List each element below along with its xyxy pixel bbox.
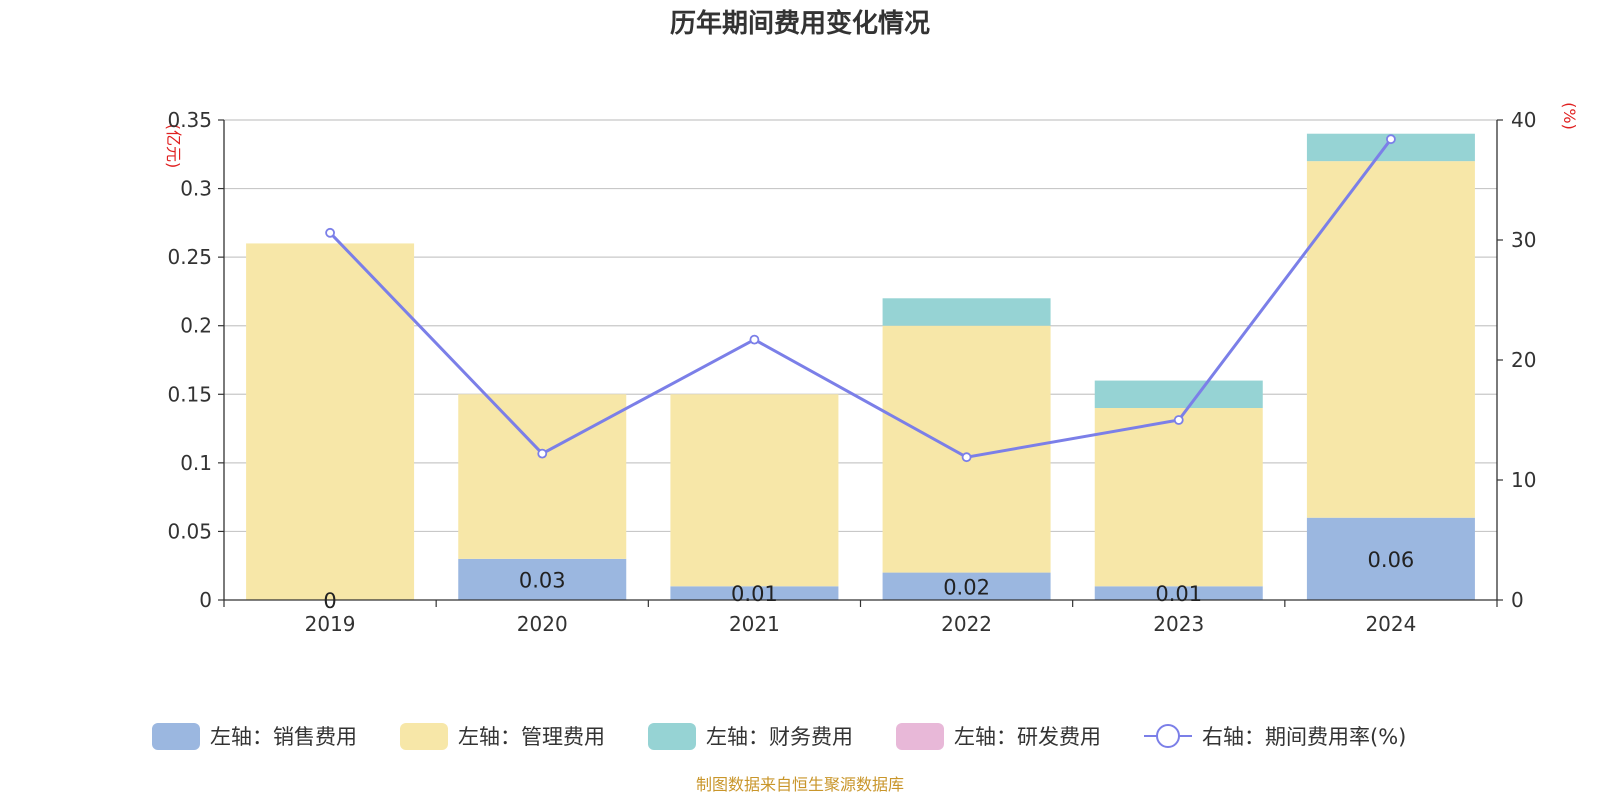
legend-item[interactable]: 右轴：期间费用率(%) (1144, 724, 1406, 749)
bar-segment[interactable] (1094, 380, 1263, 408)
data-source-note: 制图数据来自恒生聚源数据库 (696, 775, 904, 794)
right-tick-label: 30 (1511, 228, 1536, 252)
x-tick-label: 2020 (517, 612, 568, 636)
bar-data-label: 0.01 (731, 582, 778, 606)
legend-swatch (400, 723, 448, 750)
legend-swatch (648, 723, 696, 750)
right-tick-label: 20 (1511, 348, 1536, 372)
left-tick-label: 0.2 (180, 314, 212, 338)
left-tick-label: 0.3 (180, 177, 212, 201)
bar-data-label: 0 (323, 589, 336, 613)
bar-segment[interactable] (1094, 408, 1263, 587)
bar-data-label: 0.03 (519, 568, 566, 592)
bar-segment[interactable] (458, 558, 627, 600)
legend-label: 左轴：研发费用 (954, 725, 1101, 749)
line-point[interactable] (1173, 415, 1184, 425)
legend-swatch (896, 723, 944, 750)
left-tick-label: 0 (199, 588, 212, 612)
bar-data-label: 0.06 (1368, 548, 1415, 572)
expense-rate-line (329, 138, 1393, 459)
chart-title: 历年期间费用变化情况 (670, 8, 930, 39)
legend-item[interactable]: 左轴：销售费用 (152, 723, 357, 750)
legend-label: 左轴：管理费用 (458, 725, 605, 749)
left-tick-label: 0.35 (167, 108, 212, 132)
left-tick-label: 0.1 (180, 451, 212, 475)
x-tick-label: 2019 (305, 612, 356, 636)
legend-marker (1156, 724, 1180, 748)
left-tick-label: 0.05 (167, 519, 212, 543)
right-tick-label: 40 (1511, 108, 1536, 132)
bar-segment[interactable] (1306, 517, 1475, 600)
legend-label: 右轴：期间费用率(%) (1202, 725, 1406, 749)
line-point[interactable] (1386, 134, 1396, 145)
bar-segment[interactable] (458, 394, 627, 559)
bar-segment[interactable] (1306, 161, 1475, 518)
legend-item[interactable]: 左轴：财务费用 (648, 723, 853, 750)
legend-item[interactable]: 左轴：管理费用 (400, 723, 605, 750)
x-tick-label: 2021 (729, 612, 780, 636)
bar-segment[interactable] (670, 586, 839, 600)
line-point[interactable] (961, 452, 972, 463)
bar-segment[interactable] (882, 298, 1051, 326)
x-tick-label: 2024 (1365, 612, 1416, 636)
legend-label: 左轴：财务费用 (706, 725, 853, 749)
x-tick-label: 2022 (941, 612, 992, 636)
line-series (325, 134, 1396, 463)
right-tick-label: 10 (1511, 468, 1536, 492)
bar-segment[interactable] (1094, 586, 1263, 600)
line-point[interactable] (749, 334, 760, 345)
x-tick-label: 2023 (1153, 612, 1204, 636)
bar-segment[interactable] (882, 572, 1051, 600)
line-point[interactable] (537, 448, 548, 459)
left-tick-label: 0.15 (167, 382, 212, 406)
left-tick-label: 0.25 (167, 245, 212, 269)
bar-segment[interactable] (246, 243, 415, 600)
right-tick-label: 0 (1511, 588, 1524, 612)
legend[interactable]: 左轴：销售费用 左轴：管理费用 左轴：财务费用 左轴：研发费用 右轴：期间费用率(%) (152, 723, 1406, 750)
line-point[interactable] (325, 227, 335, 238)
legend-item[interactable]: 左轴：研发费用 (896, 723, 1101, 750)
left-axis-unit: (亿元) (164, 124, 183, 169)
bar-segment[interactable] (882, 325, 1051, 573)
legend-swatch (152, 723, 200, 750)
bar-segment[interactable] (670, 394, 839, 587)
gridlines (224, 119, 1497, 533)
legend-label: 左轴：销售费用 (210, 725, 357, 749)
right-axis-unit: (%) (1560, 102, 1579, 130)
bar-series (246, 133, 1475, 600)
axes: 0 0.05 0.1 0.15 0.2 0.25 0.3 0.35 0 10 20 30 40 2019 2… (167, 108, 1536, 636)
data-labels: 0 0.03 0.01 0.02 0.01 0.06 (323, 548, 1414, 613)
bar-data-label: 0.02 (943, 575, 990, 599)
bar-data-label: 0.01 (1155, 582, 1202, 606)
